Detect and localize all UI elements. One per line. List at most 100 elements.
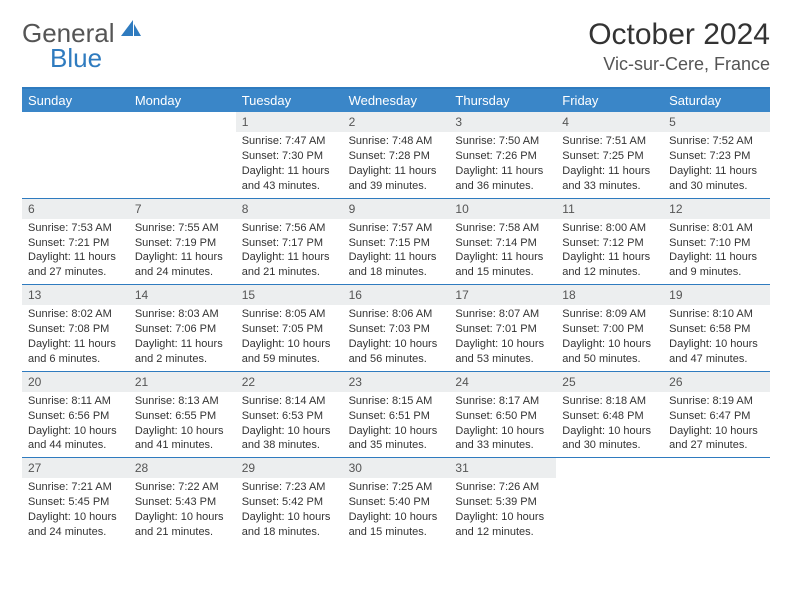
day-details: Sunrise: 8:13 AMSunset: 6:55 PMDaylight:…	[129, 392, 236, 457]
day-details: Sunrise: 7:25 AMSunset: 5:40 PMDaylight:…	[343, 478, 450, 543]
day-number: 14	[129, 285, 236, 305]
sunset-text: Sunset: 5:45 PM	[28, 495, 123, 510]
daylight-text: Daylight: 11 hours and 24 minutes.	[135, 250, 230, 280]
day-cell: 18Sunrise: 8:09 AMSunset: 7:00 PMDayligh…	[556, 285, 663, 371]
day-number: 21	[129, 372, 236, 392]
day-label: Friday	[556, 89, 663, 112]
sunrise-text: Sunrise: 7:56 AM	[242, 221, 337, 236]
sunrise-text: Sunrise: 8:06 AM	[349, 307, 444, 322]
day-cell: 27Sunrise: 7:21 AMSunset: 5:45 PMDayligh…	[22, 458, 129, 544]
sunrise-text: Sunrise: 8:15 AM	[349, 394, 444, 409]
day-number: 17	[449, 285, 556, 305]
daylight-text: Daylight: 11 hours and 36 minutes.	[455, 164, 550, 194]
day-cell: 20Sunrise: 8:11 AMSunset: 6:56 PMDayligh…	[22, 372, 129, 458]
week-row: 6Sunrise: 7:53 AMSunset: 7:21 PMDaylight…	[22, 198, 770, 285]
day-cell	[556, 458, 663, 544]
sunset-text: Sunset: 7:17 PM	[242, 236, 337, 251]
weeks-container: 1Sunrise: 7:47 AMSunset: 7:30 PMDaylight…	[22, 112, 770, 544]
day-details: Sunrise: 8:17 AMSunset: 6:50 PMDaylight:…	[449, 392, 556, 457]
day-cell: 17Sunrise: 8:07 AMSunset: 7:01 PMDayligh…	[449, 285, 556, 371]
day-details: Sunrise: 8:11 AMSunset: 6:56 PMDaylight:…	[22, 392, 129, 457]
day-details: Sunrise: 7:22 AMSunset: 5:43 PMDaylight:…	[129, 478, 236, 543]
sunset-text: Sunset: 7:12 PM	[562, 236, 657, 251]
daylight-text: Daylight: 10 hours and 12 minutes.	[455, 510, 550, 540]
day-details: Sunrise: 7:48 AMSunset: 7:28 PMDaylight:…	[343, 132, 450, 197]
day-number: 22	[236, 372, 343, 392]
sunrise-text: Sunrise: 8:18 AM	[562, 394, 657, 409]
sunrise-text: Sunrise: 7:53 AM	[28, 221, 123, 236]
day-number: 24	[449, 372, 556, 392]
day-details: Sunrise: 7:52 AMSunset: 7:23 PMDaylight:…	[663, 132, 770, 197]
daylight-text: Daylight: 11 hours and 21 minutes.	[242, 250, 337, 280]
day-cell: 12Sunrise: 8:01 AMSunset: 7:10 PMDayligh…	[663, 199, 770, 285]
day-cell: 6Sunrise: 7:53 AMSunset: 7:21 PMDaylight…	[22, 199, 129, 285]
daylight-text: Daylight: 10 hours and 18 minutes.	[242, 510, 337, 540]
day-cell: 28Sunrise: 7:22 AMSunset: 5:43 PMDayligh…	[129, 458, 236, 544]
sunset-text: Sunset: 6:47 PM	[669, 409, 764, 424]
day-cell: 5Sunrise: 7:52 AMSunset: 7:23 PMDaylight…	[663, 112, 770, 198]
sunset-text: Sunset: 7:28 PM	[349, 149, 444, 164]
day-number: 2	[343, 112, 450, 132]
title-block: October 2024 Vic-sur-Cere, France	[588, 18, 770, 75]
day-cell	[663, 458, 770, 544]
sunset-text: Sunset: 7:03 PM	[349, 322, 444, 337]
sunset-text: Sunset: 6:56 PM	[28, 409, 123, 424]
day-cell: 31Sunrise: 7:26 AMSunset: 5:39 PMDayligh…	[449, 458, 556, 544]
sunset-text: Sunset: 7:05 PM	[242, 322, 337, 337]
sunrise-text: Sunrise: 8:13 AM	[135, 394, 230, 409]
sunrise-text: Sunrise: 8:09 AM	[562, 307, 657, 322]
day-number: 11	[556, 199, 663, 219]
day-number: 7	[129, 199, 236, 219]
sunset-text: Sunset: 6:48 PM	[562, 409, 657, 424]
daylight-text: Daylight: 10 hours and 59 minutes.	[242, 337, 337, 367]
day-details: Sunrise: 7:47 AMSunset: 7:30 PMDaylight:…	[236, 132, 343, 197]
day-details: Sunrise: 8:06 AMSunset: 7:03 PMDaylight:…	[343, 305, 450, 370]
sunrise-text: Sunrise: 7:52 AM	[669, 134, 764, 149]
sunset-text: Sunset: 6:58 PM	[669, 322, 764, 337]
day-cell: 29Sunrise: 7:23 AMSunset: 5:42 PMDayligh…	[236, 458, 343, 544]
day-details: Sunrise: 8:15 AMSunset: 6:51 PMDaylight:…	[343, 392, 450, 457]
sunrise-text: Sunrise: 7:50 AM	[455, 134, 550, 149]
day-number: 25	[556, 372, 663, 392]
sunrise-text: Sunrise: 7:57 AM	[349, 221, 444, 236]
day-label: Tuesday	[236, 89, 343, 112]
day-label: Wednesday	[343, 89, 450, 112]
sunrise-text: Sunrise: 7:22 AM	[135, 480, 230, 495]
daylight-text: Daylight: 10 hours and 47 minutes.	[669, 337, 764, 367]
location: Vic-sur-Cere, France	[588, 54, 770, 75]
sunset-text: Sunset: 5:40 PM	[349, 495, 444, 510]
sunset-text: Sunset: 7:23 PM	[669, 149, 764, 164]
day-details: Sunrise: 7:51 AMSunset: 7:25 PMDaylight:…	[556, 132, 663, 197]
daylight-text: Daylight: 11 hours and 30 minutes.	[669, 164, 764, 194]
sunset-text: Sunset: 7:10 PM	[669, 236, 764, 251]
day-number: 23	[343, 372, 450, 392]
sail-icon	[119, 18, 143, 43]
day-cell: 8 Sunrise: 7:56 AMSunset: 7:17 PMDaylight…	[236, 199, 343, 285]
day-number: 8	[236, 199, 343, 219]
day-number: 30	[343, 458, 450, 478]
day-number: 10	[449, 199, 556, 219]
day-label: Thursday	[449, 89, 556, 112]
day-cell: 22Sunrise: 8:14 AMSunset: 6:53 PMDayligh…	[236, 372, 343, 458]
daylight-text: Daylight: 11 hours and 15 minutes.	[455, 250, 550, 280]
day-details: Sunrise: 7:23 AMSunset: 5:42 PMDaylight:…	[236, 478, 343, 543]
day-details: Sunrise: 7:53 AMSunset: 7:21 PMDaylight:…	[22, 219, 129, 284]
day-number: 16	[343, 285, 450, 305]
week-row: 27Sunrise: 7:21 AMSunset: 5:45 PMDayligh…	[22, 457, 770, 544]
day-number: 13	[22, 285, 129, 305]
sunset-text: Sunset: 6:55 PM	[135, 409, 230, 424]
day-details: Sunrise: 8:02 AMSunset: 7:08 PMDaylight:…	[22, 305, 129, 370]
day-cell: 24Sunrise: 8:17 AMSunset: 6:50 PMDayligh…	[449, 372, 556, 458]
day-details: Sunrise: 7:50 AMSunset: 7:26 PMDaylight:…	[449, 132, 556, 197]
sunrise-text: Sunrise: 7:26 AM	[455, 480, 550, 495]
day-cell: 11Sunrise: 8:00 AMSunset: 7:12 PMDayligh…	[556, 199, 663, 285]
day-number: 19	[663, 285, 770, 305]
day-cell: 14Sunrise: 8:03 AMSunset: 7:06 PMDayligh…	[129, 285, 236, 371]
day-details: Sunrise: 8:03 AMSunset: 7:06 PMDaylight:…	[129, 305, 236, 370]
week-row: 13Sunrise: 8:02 AMSunset: 7:08 PMDayligh…	[22, 284, 770, 371]
day-number: 1	[236, 112, 343, 132]
day-cell: 9Sunrise: 7:57 AMSunset: 7:15 PMDaylight…	[343, 199, 450, 285]
day-label: Sunday	[22, 89, 129, 112]
sunrise-text: Sunrise: 7:51 AM	[562, 134, 657, 149]
sunset-text: Sunset: 5:42 PM	[242, 495, 337, 510]
